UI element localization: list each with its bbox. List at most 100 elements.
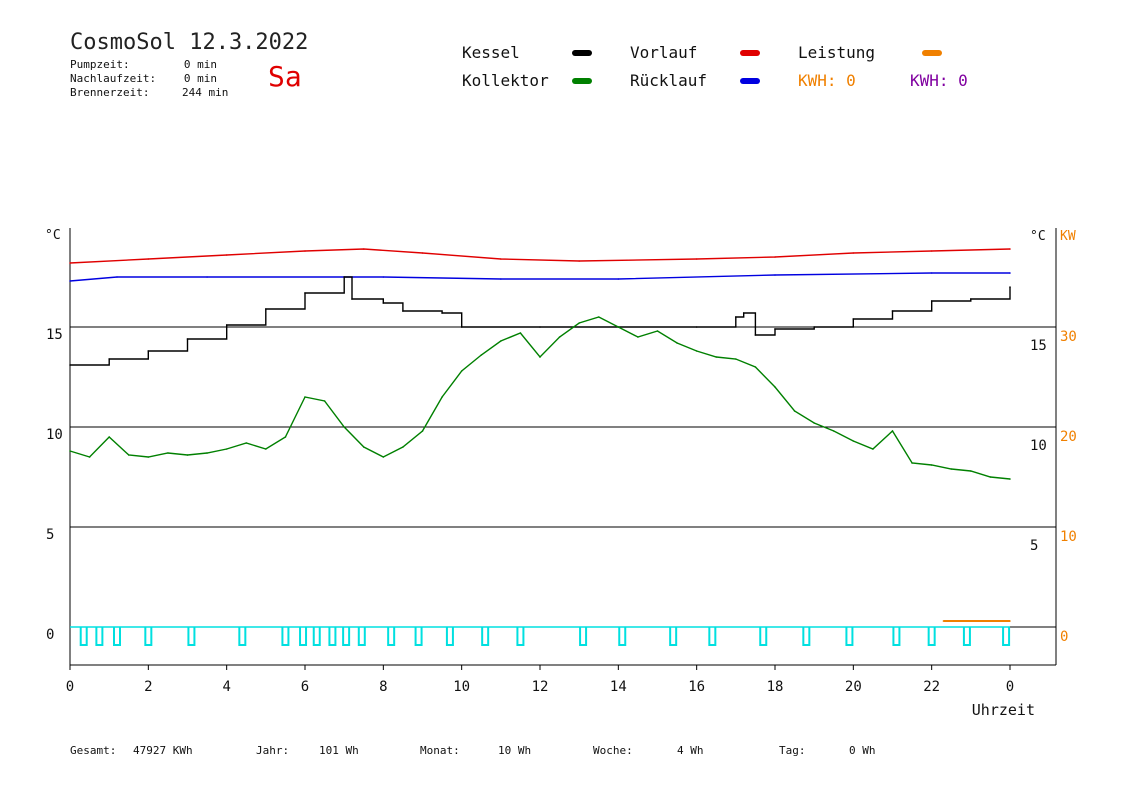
series-pumpe-pulse (113, 627, 121, 646)
series-vorlauf-point (147, 258, 150, 260)
series-vorlauf-point (69, 262, 71, 264)
footer-monat-value: 10 Wh (498, 744, 532, 757)
series-pumpe-pulse (299, 627, 308, 646)
page-title: CosmoSol 12.3.2022 (70, 30, 309, 55)
x-axis-title: Uhrzeit (972, 701, 1035, 719)
legend-kessel-swatch (572, 50, 592, 56)
series-kollektor-point (637, 336, 639, 338)
x-tick-label: 12 (532, 679, 549, 695)
y-tick-left: 0 (46, 627, 54, 643)
legend-kessel-label: Kessel (462, 43, 520, 62)
series-kollektor-point (69, 450, 71, 452)
series-pumpe-pulse (328, 627, 337, 646)
series-kollektor-point (1009, 478, 1011, 480)
series-kessel-point (265, 308, 267, 310)
info-label: Pumpzeit: (70, 58, 130, 71)
footer-gesamt-label: Gesamt: (70, 744, 117, 757)
series-kollektor-point (558, 336, 561, 338)
info-label: Nachlaufzeit: (70, 72, 157, 85)
footer-woche-label: Woche: (593, 744, 633, 757)
x-tick-label: 18 (767, 679, 784, 695)
y-tick-right-kw: 20 (1060, 429, 1077, 445)
series-pumpe-pulse (759, 627, 768, 646)
legend-ruecklauf-label: Rücklauf (630, 71, 708, 90)
series-leistung-point (942, 620, 945, 622)
series-kessel-point (382, 302, 385, 304)
series-kollektor-point (284, 436, 287, 438)
series-vorlauf-line (69, 248, 1011, 264)
series-kessel-point (225, 324, 228, 326)
series-pumpe-pulse (516, 627, 525, 646)
series-vorlauf-point (852, 252, 855, 254)
info-brennerzeit: Brennerzeit: 244 min (70, 86, 230, 99)
y-tick-right-temp: 5 (1030, 538, 1038, 554)
series-vorlauf-point (578, 260, 580, 262)
series-pumpe-pulse (481, 627, 490, 646)
info-value: 244 min (182, 86, 229, 99)
series-kollektor-point (304, 396, 306, 398)
series-kessel-point (304, 292, 306, 294)
series-vorlauf-point (421, 252, 424, 254)
x-tick-label: 4 (222, 679, 230, 695)
series-pumpe-pulse (281, 627, 290, 646)
series-kessel-line (70, 276, 1011, 366)
info-pumpzeit: Pumpzeit: 0 min (70, 58, 230, 71)
series-kollektor-point (695, 350, 698, 352)
series-kessel-point (460, 326, 463, 328)
info-value: 0 min (183, 72, 217, 85)
series-kessel-point (539, 326, 541, 328)
series-kessel-point (147, 350, 150, 352)
series-kollektor-point (539, 356, 541, 358)
series-kollektor-point (930, 464, 933, 466)
series-pumpe-pulse (144, 627, 153, 646)
series-pumpe-pulse (312, 627, 321, 646)
series-kollektor-point (480, 354, 483, 356)
weekday-label: Sa (268, 60, 302, 93)
series-rcklauf-point (382, 276, 385, 278)
x-tick-label: 22 (923, 679, 940, 695)
x-tick-label: 8 (379, 679, 387, 695)
series-rcklauf-point (206, 276, 208, 278)
footer-tag-value: 0 Wh (849, 744, 876, 757)
series-kollektor-point (597, 316, 600, 318)
series-rcklauf-point (116, 276, 118, 278)
series-kollektor-point (186, 454, 189, 456)
series-rcklauf-point (1009, 272, 1011, 274)
series-kollektor-point (793, 410, 796, 412)
legend-kollektor-label: Kollektor (462, 71, 549, 90)
series-pumpe-pulse (802, 627, 811, 646)
series-kollektor-point (578, 322, 580, 324)
series-kollektor-point (500, 340, 502, 342)
series-kessel-point (742, 312, 745, 314)
series-leistung-point (1009, 620, 1011, 622)
series-pumpe-pulse (238, 627, 247, 646)
x-tick-label: 2 (144, 679, 152, 695)
series-kessel-point (1009, 286, 1011, 288)
legend-kollektor-swatch (572, 78, 592, 84)
footer-jahr-value: 101 Wh (319, 744, 359, 757)
y-tick-right-kw: 10 (1060, 529, 1077, 545)
series-rcklauf-point (617, 278, 620, 280)
series-kessel-point (402, 310, 404, 312)
series-vorlauf-point (1009, 248, 1011, 250)
series-kollektor-point (891, 430, 894, 432)
series-kollektor-point (676, 342, 678, 344)
series-kessel-point (852, 318, 855, 320)
series-pumpe-pulse (618, 627, 627, 646)
series-kollektor-point (617, 326, 620, 328)
series-kessel-point (441, 312, 443, 314)
series-pumpe-pulse (187, 627, 196, 646)
series-kollektor-point (813, 422, 815, 424)
footer-woche-value: 4 Wh (677, 744, 704, 757)
series-pumpe-pulse (927, 627, 936, 646)
series-kollektor-point (343, 426, 345, 428)
series-rcklauf-point (500, 278, 502, 280)
series-kollektor-point (265, 448, 267, 450)
info-value: 0 min (183, 58, 217, 71)
info-label: Brennerzeit: (70, 86, 150, 99)
y-tick-left: 5 (46, 527, 54, 543)
series-kollektor-point (970, 470, 972, 472)
legend-ruecklauf-swatch (740, 78, 760, 84)
series-kollektor-point (715, 356, 718, 358)
series-kessel-point (970, 298, 972, 300)
